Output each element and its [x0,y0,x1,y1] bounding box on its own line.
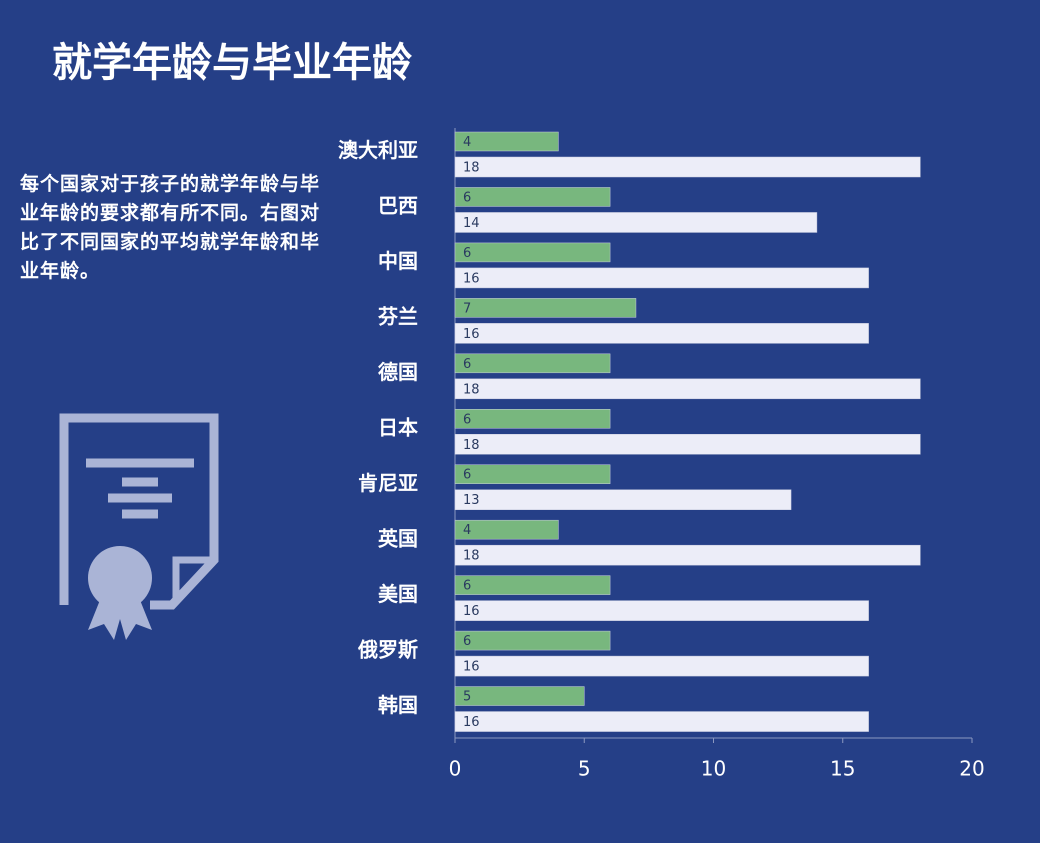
data-label: 7 [463,301,471,316]
data-label: 6 [463,468,471,483]
data-label: 6 [463,357,471,372]
data-label: 6 [463,412,471,427]
bar [454,464,611,484]
category-label: 韩国 [378,693,418,717]
bar [454,187,611,207]
x-tick-label: 15 [830,757,855,781]
category-label: 俄罗斯 [357,637,418,661]
data-label: 16 [463,271,480,286]
category-label: 肯尼亚 [358,471,418,495]
data-label: 6 [463,190,471,205]
bar [454,378,921,400]
data-label: 18 [463,161,480,176]
category-label: 巴西 [378,194,418,218]
data-label: 18 [463,549,480,564]
data-label: 16 [463,604,480,619]
data-label: 6 [463,634,471,649]
bar [454,434,921,455]
category-label: 美国 [378,582,418,606]
bar [454,409,611,429]
category-label: 英国 [378,526,418,550]
category-label: 澳大利亚 [338,138,418,162]
category-label: 中国 [378,249,418,273]
data-label: 5 [463,690,471,705]
slide-text: 每个国家对于孩子的就学年龄与毕业年龄的要求都有所不同。右图对比了不同国家的平均就… [20,173,321,282]
bar [454,489,792,510]
bar [454,600,869,621]
data-label: 6 [463,246,471,261]
data-label: 4 [463,523,471,538]
bar [454,353,611,374]
x-tick-label: 10 [701,757,726,781]
bar [454,131,559,152]
bar [454,267,869,289]
data-label: 16 [463,660,480,675]
certificate-icon [59,413,219,610]
data-label: 4 [463,135,471,150]
bar [454,575,611,595]
bar [454,711,869,732]
data-label: 6 [463,579,471,594]
category-label: 德国 [378,360,418,384]
slide-title: 就学年龄与毕业年龄 [52,40,412,86]
bar [454,655,869,677]
bar [454,519,559,540]
bar [454,212,818,233]
x-tick-label: 5 [578,757,591,781]
x-tick-label: 20 [959,757,984,781]
bar [454,323,869,344]
bar [454,544,921,566]
category-label: 日本 [378,416,418,440]
bar [454,156,921,178]
bar [454,686,585,706]
data-label: 13 [463,493,480,508]
data-label: 16 [463,327,480,342]
medal [88,546,152,640]
data-label: 18 [463,382,480,397]
bar [454,298,637,318]
data-label: 14 [463,216,480,231]
data-label: 16 [463,715,480,730]
data-label: 18 [463,438,480,453]
x-tick-label: 0 [449,757,462,781]
bar [454,242,611,263]
category-label: 芬兰 [378,305,418,329]
bar [454,630,611,651]
